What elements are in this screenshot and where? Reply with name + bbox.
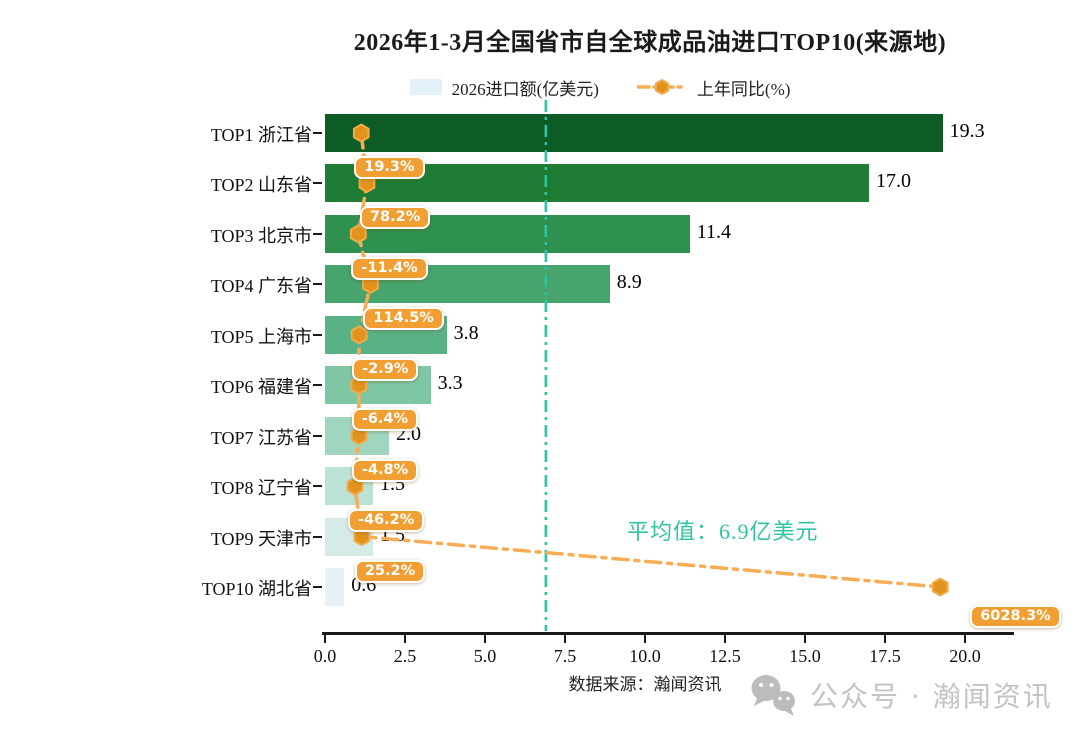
x-axis-tick-label: 20.0 bbox=[949, 646, 981, 666]
bar-value-label: 17.0 bbox=[876, 170, 911, 193]
x-axis-tick-label: 5.0 bbox=[473, 646, 497, 666]
bar bbox=[325, 568, 345, 607]
y-axis-label: TOP5 上海市 bbox=[210, 326, 312, 347]
y-axis-label: TOP2 山东省 bbox=[210, 175, 312, 196]
y-axis-label: TOP9 天津市 bbox=[210, 528, 312, 549]
pct-label: -46.2% bbox=[347, 509, 425, 533]
x-axis-tick bbox=[884, 635, 886, 643]
watermark-text: 公众号 · 瀚闻资讯 bbox=[810, 680, 1053, 713]
pct-label: 19.3% bbox=[354, 156, 425, 179]
x-axis-tick bbox=[804, 635, 806, 643]
mean-annotation: 平均值：6.9亿美元 bbox=[627, 519, 819, 544]
x-axis-tick-label: 12.5 bbox=[709, 646, 741, 666]
legend-bar-label: 2026进口额(亿美元) bbox=[451, 79, 599, 99]
y-axis-label: TOP3 北京市 bbox=[210, 225, 312, 246]
y-axis-label: TOP8 辽宁省 bbox=[210, 478, 312, 499]
y-axis-label: TOP10 湖北省 bbox=[201, 579, 312, 600]
x-axis-tick bbox=[564, 635, 566, 643]
y-axis-tick bbox=[313, 333, 322, 336]
y-axis-label: TOP4 广东省 bbox=[210, 276, 312, 297]
bar-value-label: 8.9 bbox=[616, 271, 642, 294]
y-axis-tick bbox=[313, 283, 322, 286]
x-axis-tick-label: 10.0 bbox=[629, 646, 661, 666]
x-axis-tick-label: 2.5 bbox=[393, 646, 417, 666]
pct-label: 78.2% bbox=[359, 206, 431, 230]
x-axis-tick-label: 17.5 bbox=[869, 646, 901, 666]
bar-value-label: 11.4 bbox=[696, 220, 732, 243]
watermark: 公众号 · 瀚闻资讯 bbox=[748, 672, 1053, 718]
pct-label: -4.8% bbox=[351, 458, 419, 482]
y-axis-tick bbox=[313, 535, 322, 538]
x-axis-tick-label: 0.0 bbox=[313, 646, 337, 666]
pct-label: -11.4% bbox=[351, 256, 428, 280]
y-axis-tick bbox=[313, 232, 322, 235]
x-axis-tick-label: 15.0 bbox=[789, 646, 821, 666]
legend: 2026进口额(亿美元) 上年同比(%) bbox=[120, 74, 1080, 100]
y-axis-tick bbox=[313, 132, 322, 134]
bar-value-label: 3.8 bbox=[453, 321, 479, 344]
y-axis-tick bbox=[313, 434, 322, 437]
wechat-icon bbox=[751, 675, 795, 716]
x-axis-tick bbox=[724, 635, 726, 643]
y-axis-label: TOP1 浙江省 bbox=[210, 125, 312, 145]
pct-label: 114.5% bbox=[363, 307, 444, 331]
bar-value-label: 3.3 bbox=[437, 372, 463, 395]
pct-label: 6028.3% bbox=[970, 605, 1061, 629]
legend-item-bar: 2026进口额(亿美元) bbox=[409, 75, 599, 100]
bar-series-swatch bbox=[409, 79, 442, 95]
y-axis-tick bbox=[313, 384, 322, 387]
x-axis-tick bbox=[324, 635, 326, 643]
y-axis-tick bbox=[313, 586, 322, 589]
x-axis-tick bbox=[404, 635, 406, 643]
legend-line-label: 上年同比(%) bbox=[696, 79, 791, 99]
x-axis-tick bbox=[964, 635, 966, 643]
trend-line-swatch bbox=[636, 78, 687, 96]
bar bbox=[325, 114, 943, 152]
x-axis-tick bbox=[644, 635, 646, 643]
data-source-note: 数据来源：瀚闻资讯 bbox=[568, 675, 722, 694]
x-axis-tick-label: 7.5 bbox=[553, 646, 577, 666]
y-axis-label: TOP7 江苏省 bbox=[210, 427, 312, 448]
y-axis-tick bbox=[313, 485, 322, 488]
bar-value-label: 19.3 bbox=[949, 120, 985, 142]
pct-label: -6.4% bbox=[351, 408, 418, 432]
y-axis-label: TOP6 福建省 bbox=[210, 377, 312, 398]
trend-marker bbox=[931, 577, 949, 597]
pct-label: 25.2% bbox=[354, 559, 426, 583]
y-axis-tick bbox=[313, 182, 322, 185]
legend-item-line: 上年同比(%) bbox=[636, 75, 791, 100]
x-axis-line bbox=[322, 632, 1014, 635]
chart-title: 2026年1-3月全国省市自全球成品油进口TOP10(来源地) bbox=[353, 30, 947, 56]
x-axis-tick bbox=[484, 635, 486, 643]
pct-label: -2.9% bbox=[352, 357, 419, 381]
